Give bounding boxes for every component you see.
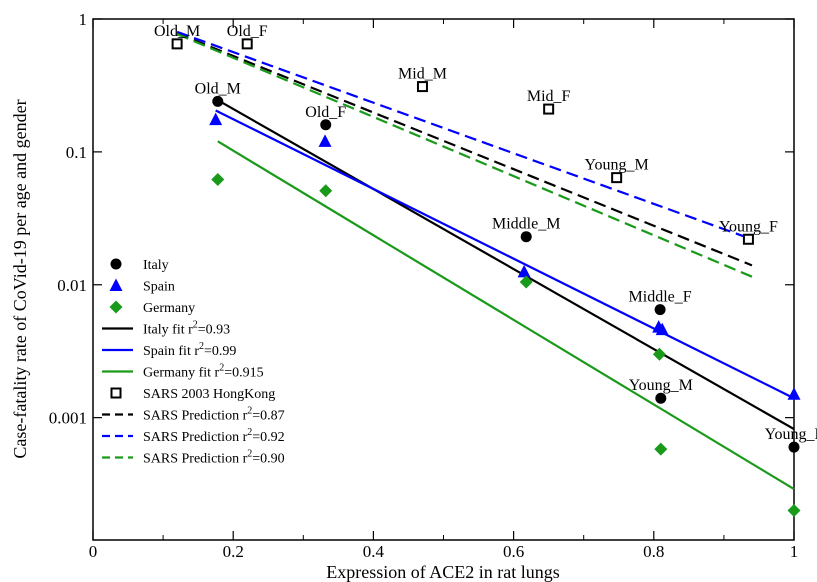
legend-label: Germany xyxy=(143,301,195,316)
point-annotation: Middle_M xyxy=(492,216,560,233)
x-tick-label: 0.2 xyxy=(223,542,244,561)
data-point xyxy=(611,172,623,184)
legend-item: SARS Prediction r2=0.92 xyxy=(102,427,285,445)
legend-label: Germany fit r2=0.915 xyxy=(143,363,264,381)
data-point xyxy=(171,38,183,50)
series-line xyxy=(176,33,753,278)
point-annotation: Old_F xyxy=(305,104,346,121)
legend-label: SARS Prediction r2=0.92 xyxy=(143,427,285,445)
point-annotation: Old_M xyxy=(154,23,200,40)
x-tick-label: 0.8 xyxy=(643,542,664,561)
data-point xyxy=(788,441,800,453)
series-line xyxy=(215,109,795,400)
data-point xyxy=(320,119,332,131)
legend-label: Spain fit r2=0.99 xyxy=(143,341,236,359)
point-annotation: Middle_F xyxy=(629,289,692,306)
series-line xyxy=(176,30,753,241)
series-markers xyxy=(171,38,801,518)
legend-item: Germany fit r2=0.915 xyxy=(102,363,264,381)
legend-label: SARS 2003 HongKong xyxy=(143,387,275,402)
legend-marker xyxy=(110,258,122,270)
legend-label: Italy xyxy=(143,258,169,273)
x-tick-label: 0.4 xyxy=(363,542,385,561)
y-tick-label: 1 xyxy=(79,10,88,29)
point-annotation: Young_F xyxy=(765,426,817,443)
y-axis-label: Case-fatality rate of CoVid-19 per age a… xyxy=(10,99,30,458)
legend-item: SARS 2003 HongKong xyxy=(110,387,275,402)
legend-marker xyxy=(109,278,123,291)
data-point xyxy=(654,442,668,456)
legend-item: SARS Prediction r2=0.87 xyxy=(102,406,285,424)
legend-label: SARS Prediction r2=0.90 xyxy=(143,449,285,467)
point-annotation: Old_F xyxy=(227,23,268,40)
series-line xyxy=(217,99,795,431)
y-tick-label: 0.001 xyxy=(49,409,87,428)
point-annotation: Mid_M xyxy=(398,66,447,83)
legend-item: Spain xyxy=(109,278,175,295)
data-point xyxy=(318,134,332,147)
legend-item: Germany xyxy=(109,300,195,316)
legend-item: SARS Prediction r2=0.90 xyxy=(102,449,285,467)
x-tick-label: 0.6 xyxy=(503,542,524,561)
data-point xyxy=(416,81,428,93)
point-annotation: Old_M xyxy=(195,80,241,97)
point-annotations: Old_M Old_F Mid_M Mid_F Young_M Young_F Old_M O… xyxy=(154,23,817,443)
legend-label: Spain xyxy=(143,280,175,295)
point-annotation: Young_M xyxy=(629,377,693,394)
data-point xyxy=(654,304,666,316)
y-tick-label: 0.1 xyxy=(66,143,87,162)
data-point xyxy=(319,184,333,198)
legend-marker xyxy=(109,300,123,314)
y-tick-label: 0.01 xyxy=(57,276,87,295)
data-point xyxy=(655,322,669,336)
legend: Italy Spain Germany Italy fit r2=0.93 Spain … xyxy=(102,258,285,467)
data-point xyxy=(787,504,801,518)
x-tick-label: 1 xyxy=(790,542,799,561)
data-point xyxy=(517,264,531,278)
legend-item: Italy xyxy=(110,258,169,273)
data-point xyxy=(211,172,225,186)
data-point xyxy=(652,347,666,361)
data-point xyxy=(520,231,532,243)
data-point xyxy=(209,112,223,126)
data-point xyxy=(519,275,533,289)
legend-marker xyxy=(110,387,122,399)
legend-label: Italy fit r2=0.93 xyxy=(143,320,230,338)
point-annotation: Young_M xyxy=(585,157,649,174)
data-point xyxy=(543,103,555,115)
x-tick-label: 0 xyxy=(89,542,98,561)
series-lines xyxy=(176,30,795,491)
series-line xyxy=(176,32,753,267)
data-point xyxy=(742,233,754,245)
legend-label: SARS Prediction r2=0.87 xyxy=(143,406,285,424)
data-point xyxy=(212,95,224,107)
data-point xyxy=(787,387,801,400)
data-point xyxy=(241,38,253,50)
series-line xyxy=(217,140,795,491)
axis-ticks: 0 0.2 0.4 0.6 0.8 1 1 0.1 0.01 0.001 xyxy=(49,10,799,561)
data-point xyxy=(655,392,667,404)
point-annotation: Young_F xyxy=(719,218,778,235)
point-annotation: Mid_F xyxy=(527,88,571,105)
legend-item: Italy fit r2=0.93 xyxy=(102,320,230,338)
x-axis-label: Expression of ACE2 in rat lungs xyxy=(326,562,559,582)
legend-item: Spain fit r2=0.99 xyxy=(102,341,236,359)
